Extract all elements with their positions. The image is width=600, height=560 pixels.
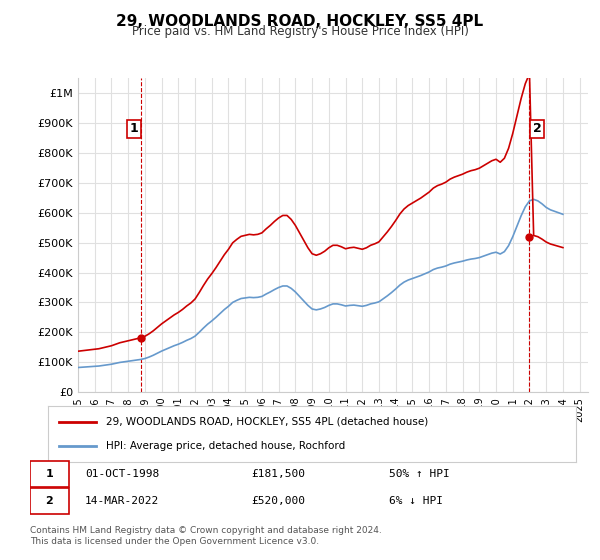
Text: 50% ↑ HPI: 50% ↑ HPI <box>389 469 449 479</box>
Text: 14-MAR-2022: 14-MAR-2022 <box>85 496 160 506</box>
Text: 6% ↓ HPI: 6% ↓ HPI <box>389 496 443 506</box>
Text: 01-OCT-1998: 01-OCT-1998 <box>85 469 160 479</box>
FancyBboxPatch shape <box>30 461 68 487</box>
Text: 2: 2 <box>46 496 53 506</box>
FancyBboxPatch shape <box>30 488 68 514</box>
Text: 29, WOODLANDS ROAD, HOCKLEY, SS5 4PL (detached house): 29, WOODLANDS ROAD, HOCKLEY, SS5 4PL (de… <box>106 417 428 427</box>
Text: £181,500: £181,500 <box>251 469 305 479</box>
Text: 2: 2 <box>533 122 542 135</box>
Text: HPI: Average price, detached house, Rochford: HPI: Average price, detached house, Roch… <box>106 441 346 451</box>
Text: Contains HM Land Registry data © Crown copyright and database right 2024.
This d: Contains HM Land Registry data © Crown c… <box>30 526 382 546</box>
Text: 1: 1 <box>46 469 53 479</box>
Text: 1: 1 <box>130 122 139 135</box>
Text: Price paid vs. HM Land Registry's House Price Index (HPI): Price paid vs. HM Land Registry's House … <box>131 25 469 38</box>
Text: £520,000: £520,000 <box>251 496 305 506</box>
Text: 29, WOODLANDS ROAD, HOCKLEY, SS5 4PL: 29, WOODLANDS ROAD, HOCKLEY, SS5 4PL <box>116 14 484 29</box>
